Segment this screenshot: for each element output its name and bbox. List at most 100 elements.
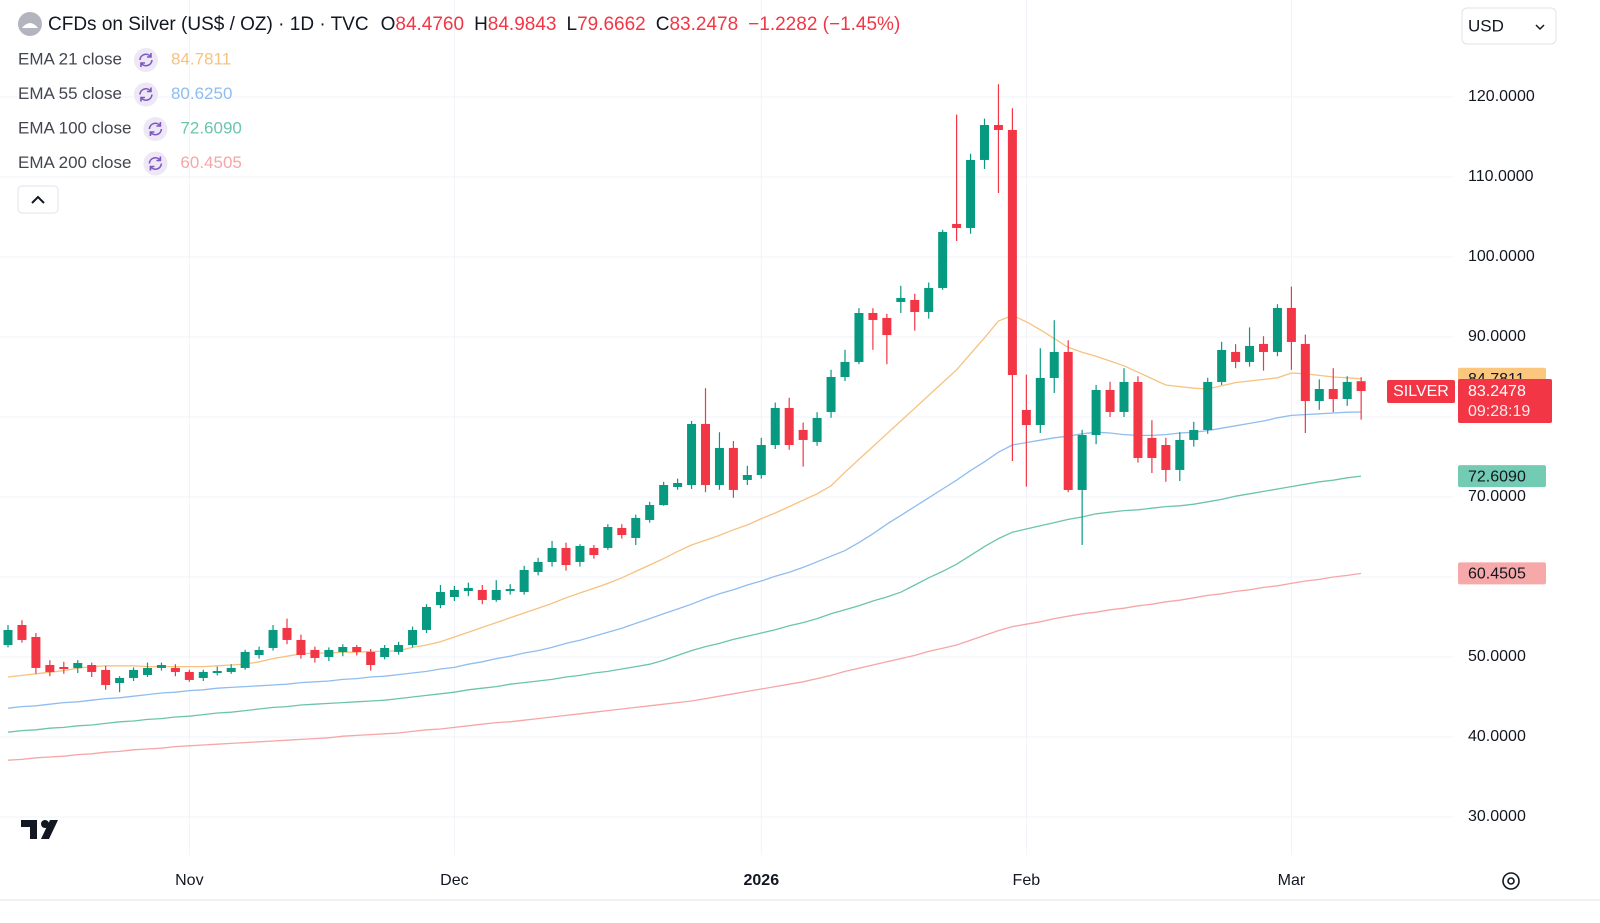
candle-body (533, 561, 543, 572)
candle-body (268, 629, 278, 648)
candle-body (798, 429, 808, 440)
candle-body (910, 299, 920, 312)
ohlc-key: O (381, 14, 396, 35)
candle-body (882, 317, 892, 335)
legend-name: EMA 200 close (18, 153, 131, 172)
currency-label: USD (1468, 16, 1504, 35)
last-price-label: 83.2478 (1468, 383, 1526, 400)
candle-body (617, 527, 627, 535)
candle-body (701, 423, 710, 485)
indicator-badge-label: 72.6090 (1468, 468, 1526, 485)
ohlc-value: 83.2478 (669, 14, 738, 35)
candle-body (1231, 351, 1241, 362)
logo (21, 820, 37, 839)
candle-body (505, 589, 515, 591)
collapse-icon (31, 195, 45, 204)
legend-name: EMA 55 close (18, 84, 122, 103)
candle-body (1161, 445, 1171, 470)
candle-body (282, 627, 292, 640)
y-tick-label: 110.0000 (1468, 168, 1534, 185)
candle-body (338, 647, 348, 652)
x-tick-label: Mar (1278, 872, 1306, 889)
x-tick-label: Feb (1013, 872, 1041, 889)
candles (3, 84, 1366, 693)
ema-line (7, 475, 1362, 733)
indicator-badge (1458, 465, 1546, 488)
candle-body (993, 125, 1003, 130)
legend-value: 80.6250 (171, 84, 232, 103)
x-tick-label: Nov (175, 872, 203, 889)
legend-value: 72.6090 (180, 118, 241, 137)
legend-name: EMA 21 close (18, 49, 122, 68)
candle-body (854, 313, 864, 362)
settings-icon[interactable] (1502, 872, 1520, 890)
legend-value: 60.4505 (180, 153, 241, 172)
ohlc-value: 79.6662 (577, 14, 646, 35)
candle-body (310, 649, 320, 658)
indicator-badge (1458, 562, 1546, 585)
y-tick-label: 100.0000 (1468, 248, 1535, 265)
candle-body (449, 589, 459, 597)
currency-chevron (1535, 24, 1545, 31)
candle-body (1203, 381, 1213, 430)
candle-body (17, 625, 27, 640)
symbol-icon-shape (22, 23, 38, 28)
legend: EMA 21 close 84.7811 EMA 55 close 80.6250 EM… (18, 48, 242, 176)
logo-dot (41, 820, 49, 828)
candle-body (143, 667, 152, 675)
candle-body (31, 637, 41, 668)
price-badges: 84.781180.625072.609060.4505SILVER83.247… (1387, 367, 1552, 585)
ohlc-value: 84.4760 (395, 14, 464, 35)
candle-body (1147, 437, 1157, 458)
candle-body (129, 669, 139, 678)
candle-body (645, 505, 655, 520)
candle-body (156, 665, 166, 668)
candle-body (687, 423, 697, 485)
candle-body (1300, 343, 1310, 401)
candle-body (352, 647, 362, 652)
candle-body (1356, 381, 1366, 392)
candle-body (924, 287, 934, 312)
candle-body (1314, 389, 1324, 401)
candle-body (896, 297, 906, 302)
y-tick-label: 90.0000 (1468, 328, 1526, 345)
candle-body (296, 639, 306, 655)
legend-icon (143, 117, 168, 141)
legend-icon (133, 48, 158, 72)
y-tick-label: 30.0000 (1468, 808, 1526, 825)
candle-body (1328, 389, 1338, 399)
candle-body (742, 475, 752, 480)
legend-icon-arrows (139, 53, 153, 67)
candle-body (1007, 129, 1017, 375)
legend-name: EMA 100 close (18, 118, 131, 137)
candle-body (589, 547, 599, 555)
candle-body (1217, 349, 1227, 382)
candle-body (380, 647, 390, 657)
candle-body (756, 445, 766, 475)
candle-body (1342, 381, 1352, 399)
candle-body (1119, 381, 1129, 412)
candle-body (1021, 409, 1031, 425)
candle-body (519, 569, 529, 592)
header-title: CFDs on Silver (US$ / OZ) · 1D · TVC (48, 14, 369, 35)
candle-body (115, 677, 125, 683)
candle-body (87, 665, 97, 672)
ohlc-key: L (566, 14, 577, 35)
indicator-badge-label: 60.4505 (1468, 566, 1526, 583)
currency-select[interactable] (1461, 7, 1557, 45)
candle-body (1259, 343, 1268, 352)
countdown: 09:28:19 (1468, 403, 1530, 420)
candle-body (1189, 429, 1199, 440)
grid (0, 0, 1452, 855)
candle-body (477, 589, 487, 600)
last-price-badge (1458, 379, 1552, 424)
legend-icon (143, 151, 168, 176)
candle-body (254, 649, 264, 655)
candle-body (770, 407, 780, 445)
candle-body (868, 313, 878, 320)
ohlc-key: C (656, 14, 670, 35)
y-tick-label: 50.0000 (1468, 648, 1526, 665)
candle-body (1286, 307, 1296, 342)
collapse-button[interactable] (17, 185, 59, 214)
